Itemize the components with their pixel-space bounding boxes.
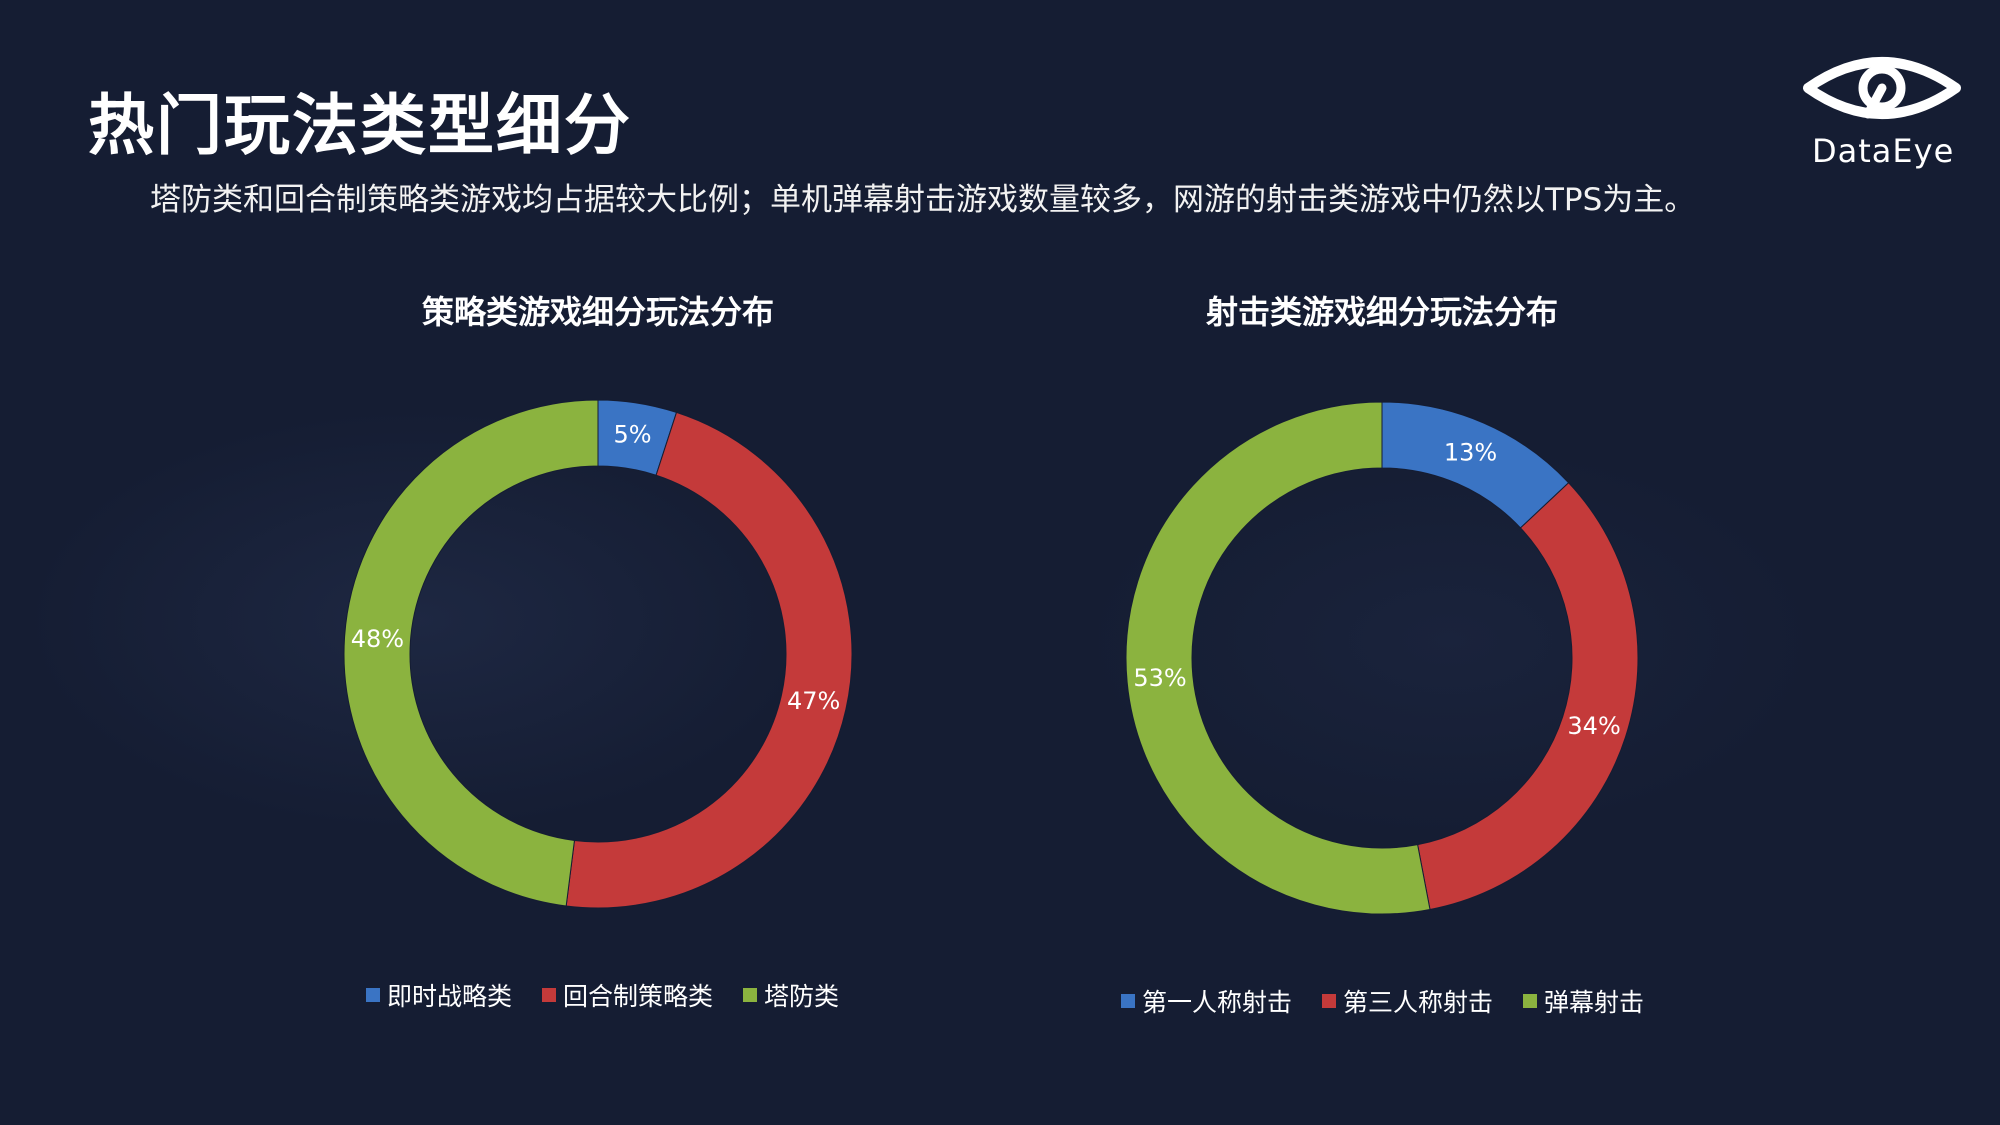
donut-slice — [343, 399, 599, 907]
legend-strategy: 即时战略类 回合制策略类 塔防类 — [366, 977, 869, 1013]
legend-label: 弹幕射击 — [1544, 988, 1645, 1017]
legend-swatch — [743, 988, 758, 1002]
legend-item: 第一人称射击 — [1121, 983, 1292, 1019]
data-label: 34% — [1567, 712, 1620, 740]
donut-slice — [565, 411, 853, 909]
legend-item: 回合制策略类 — [542, 977, 713, 1013]
legend-shooter: 第一人称射击 第三人称射击 弹幕射击 — [1121, 983, 1674, 1019]
legend-swatch — [1322, 994, 1337, 1008]
legend-label: 回合制策略类 — [563, 982, 714, 1011]
legend-label: 第一人称射击 — [1142, 988, 1293, 1017]
logo-text: DataEye — [1812, 132, 1955, 170]
page-title: 热门玩法类型细分 — [88, 87, 632, 164]
data-label: 5% — [614, 421, 652, 449]
legend-item: 即时战略类 — [366, 977, 512, 1013]
data-label: 48% — [351, 625, 404, 653]
legend-label: 第三人称射击 — [1343, 988, 1494, 1017]
eye-icon — [1803, 57, 1961, 119]
legend-item: 塔防类 — [743, 977, 839, 1013]
data-label: 53% — [1133, 664, 1186, 692]
legend-swatch — [542, 988, 557, 1002]
donut-slice — [1125, 401, 1431, 915]
legend-swatch — [1523, 994, 1538, 1008]
data-label: 47% — [787, 687, 840, 715]
legend-item: 第三人称射击 — [1322, 983, 1493, 1019]
legend-label: 塔防类 — [764, 982, 840, 1011]
donut-slice — [1417, 482, 1639, 911]
legend-item: 弹幕射击 — [1523, 983, 1644, 1019]
legend-swatch — [1121, 994, 1135, 1008]
page-subtitle: 塔防类和回合制策略类游戏均占据较大比例；单机弹幕射击游戏数量较多，网游的射击类游… — [150, 182, 1696, 218]
legend-swatch — [366, 988, 380, 1002]
data-label: 13% — [1444, 438, 1497, 466]
legend-label: 即时战略类 — [387, 982, 513, 1011]
chart-title-shooter: 射击类游戏细分玩法分布 — [1205, 293, 1558, 331]
dataeye-logo: DataEye — [1800, 48, 1965, 173]
chart-title-strategy: 策略类游戏细分玩法分布 — [421, 293, 774, 331]
